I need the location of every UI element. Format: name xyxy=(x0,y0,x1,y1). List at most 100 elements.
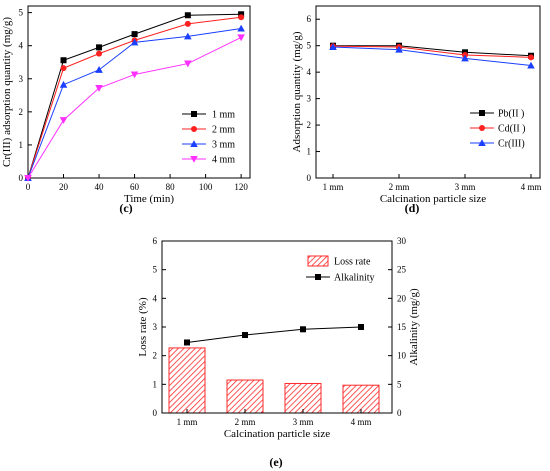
legend-label: Loss rate xyxy=(334,257,371,268)
bar xyxy=(342,384,380,414)
legend-label: Cd(II ) xyxy=(498,124,526,135)
x-axis-label: Calcination particle size xyxy=(380,193,486,205)
y-tick-label: 0 xyxy=(307,173,312,183)
y-tick-label: 1 xyxy=(307,147,312,157)
y-axis-label: Cr(III) adsorption quantity (mg/g) xyxy=(1,17,13,167)
y2-tick-label: 5 xyxy=(397,379,402,389)
x-tick-label: 4 mm xyxy=(521,182,542,192)
legend-marker xyxy=(479,110,485,116)
series-alkalinity xyxy=(184,324,364,346)
legend-label: 2 mm xyxy=(212,125,235,136)
bar xyxy=(226,379,264,414)
series-line xyxy=(333,45,532,57)
x-axis-label: Time (min) xyxy=(124,193,174,205)
legend-marker xyxy=(478,139,486,146)
legend: Pb(II ) Cd(II ) Cr(III) xyxy=(470,109,526,150)
y-tick-label: 2 xyxy=(307,120,312,130)
x-axis-label: Calcination particle size xyxy=(224,428,330,440)
y-tick-label: 4 xyxy=(307,67,312,77)
data-point xyxy=(184,32,192,40)
series-line xyxy=(27,13,242,179)
series-3-mm xyxy=(24,24,245,181)
data-point xyxy=(395,45,403,53)
series-line xyxy=(27,36,242,179)
y-tick-label: 5 xyxy=(19,8,24,18)
data-point xyxy=(237,34,245,42)
data-point xyxy=(329,43,337,51)
x-tick-label: 60 xyxy=(130,182,140,192)
data-point xyxy=(60,57,67,64)
y2-tick-label: 15 xyxy=(397,322,407,332)
legend-marker xyxy=(479,125,485,131)
data-point xyxy=(184,12,191,19)
x-tick-label: 120 xyxy=(234,182,248,192)
y-tick-label: 6 xyxy=(307,14,312,24)
y-tick-label: 1 xyxy=(153,379,158,389)
x-tick-label: 1 mm xyxy=(177,417,198,427)
y-tick-label: 3 xyxy=(19,74,24,84)
legend-marker xyxy=(191,126,197,132)
y-tick-label: 2 xyxy=(153,351,158,361)
data-point xyxy=(300,326,306,333)
y-tick-label: 1 xyxy=(19,140,24,150)
series-line xyxy=(27,27,242,179)
chart-panel-c: 0 20 40 60 80 100 120 0 1 2 3 4 5 Time (min) Cr(III) a… xyxy=(1,5,251,205)
y-tick-label: 3 xyxy=(307,94,312,104)
legend-label: Cr(III) xyxy=(498,139,525,150)
legend-label: 1 mm xyxy=(212,110,235,121)
data-point xyxy=(59,80,68,88)
plot-frame xyxy=(27,5,251,179)
data-point xyxy=(242,332,248,339)
y-axis-label: Loss rate (%) xyxy=(137,297,149,357)
y-tick-label: 2 xyxy=(19,107,24,117)
data-point xyxy=(96,50,103,57)
series-2 xyxy=(329,43,535,69)
legend: 1 mm 2 mm 3 mm 4 mm xyxy=(182,110,235,166)
y2-tick-label: 30 xyxy=(397,236,407,246)
series-line xyxy=(332,46,532,67)
y2-tick-label: 0 xyxy=(397,408,402,418)
plot-frame xyxy=(315,5,541,179)
legend: Loss rate Alkalinity xyxy=(306,255,375,284)
panel-label-e: (e) xyxy=(269,455,282,469)
x-tick-label: 1 mm xyxy=(323,182,344,192)
y-tick-label: 4 xyxy=(153,293,158,303)
bar xyxy=(284,382,322,414)
data-point xyxy=(24,175,32,182)
legend-marker xyxy=(191,111,197,117)
y-tick-label: 0 xyxy=(153,408,158,418)
legend-swatch xyxy=(307,255,329,267)
data-point xyxy=(528,54,534,61)
x-tick-label: 20 xyxy=(59,182,69,192)
bar xyxy=(168,347,206,414)
y-tick-label: 3 xyxy=(153,322,158,332)
x-tick-label: 2 mm xyxy=(389,182,410,192)
y2-tick-label: 25 xyxy=(397,265,407,275)
x-tick-label: 3 mm xyxy=(293,417,314,427)
y2-axis-label: Alkalinity (mg/g) xyxy=(408,288,420,366)
panel-label-d: (d) xyxy=(405,201,420,215)
series-line xyxy=(186,326,362,343)
data-point xyxy=(461,54,469,62)
data-point xyxy=(184,20,191,27)
legend-marker xyxy=(190,156,198,163)
x-tick-label: 4 mm xyxy=(351,417,372,427)
data-point xyxy=(60,65,67,72)
series-line xyxy=(27,16,242,179)
y2-tick-label: 20 xyxy=(397,293,407,303)
legend-label: 3 mm xyxy=(212,140,235,151)
data-point xyxy=(59,117,68,124)
data-point xyxy=(184,60,192,68)
legend-label: Alkalinity xyxy=(334,273,375,284)
data-point xyxy=(96,44,103,51)
x-tick-label: 2 mm xyxy=(235,417,256,427)
y-tick-label: 5 xyxy=(153,265,158,275)
y-tick-label: 6 xyxy=(153,236,158,246)
legend-label: Pb(II ) xyxy=(498,109,524,120)
data-point xyxy=(527,61,535,69)
data-point xyxy=(130,38,139,46)
x-tick-label: 0 xyxy=(26,182,31,192)
legend-marker xyxy=(190,140,198,147)
data-point xyxy=(238,14,245,21)
